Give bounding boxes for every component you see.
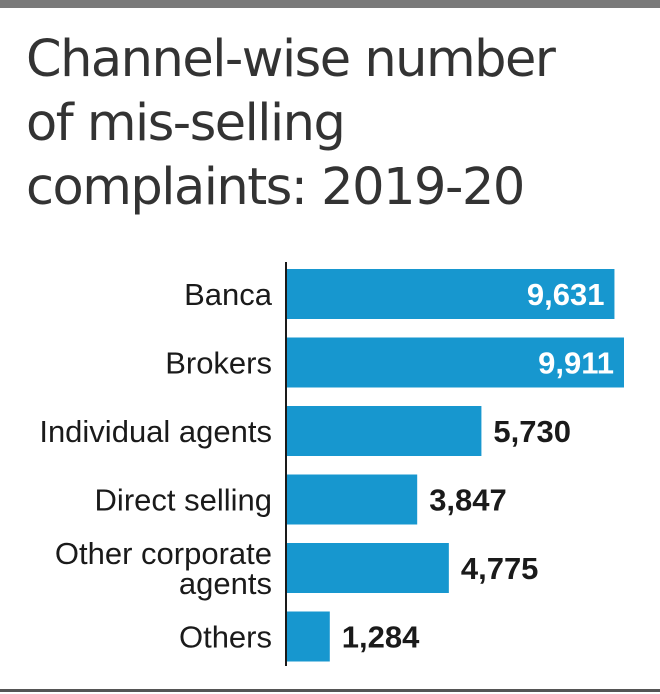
category-label-4: Direct selling — [95, 483, 272, 518]
category-label-5-line-1: Other corporate — [55, 536, 272, 571]
value-label-5: 4,775 — [461, 551, 539, 586]
value-label-1: 9,631 — [527, 277, 605, 312]
bar-6 — [286, 611, 330, 662]
value-label-3: 5,730 — [493, 414, 571, 449]
value-label-6: 1,284 — [342, 620, 420, 655]
category-label-1: Banca — [184, 277, 273, 312]
value-label-4: 3,847 — [429, 483, 507, 518]
category-label-5-line-2: agents — [179, 566, 272, 601]
bar-2 — [286, 337, 624, 388]
bar-4 — [286, 474, 418, 525]
category-label-3: Individual agents — [39, 414, 272, 449]
chart-title-line-3: complaints: 2019-20 — [26, 158, 525, 217]
category-label-2: Brokers — [165, 346, 272, 381]
value-label-2: 9,911 — [538, 346, 614, 381]
bar-1 — [286, 269, 615, 319]
chart-title: Channel-wise number of mis-selling compl… — [26, 28, 646, 220]
bottom-rule — [0, 689, 660, 692]
chart-title-line-1: Channel-wise number — [26, 30, 556, 89]
top-rule — [0, 0, 660, 8]
chart-title-line-2: of mis-selling — [26, 94, 346, 153]
category-label-6: Others — [179, 620, 272, 655]
bar-5 — [286, 543, 449, 593]
bar-3 — [286, 406, 482, 456]
